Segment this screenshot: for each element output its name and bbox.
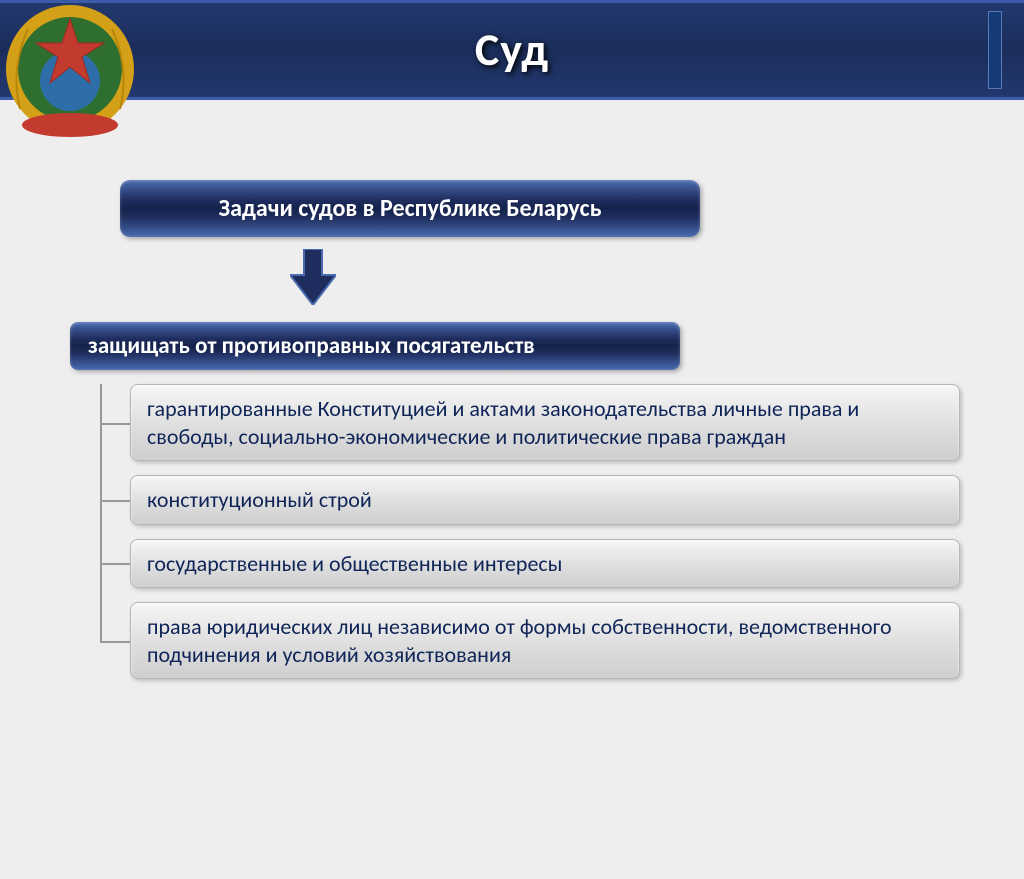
diagram-item-text: гарантированные Конституцией и актами за… [147,395,859,450]
diagram-item-box: государственные и общественные интересы [130,539,960,589]
top-box-text: Задачи судов в Республике Беларусь [219,194,602,223]
diagram-sub-box: защищать от противоправных посягательств [70,322,680,370]
diagram-item: конституционный строй [102,475,964,525]
belarus-emblem-icon [0,0,140,139]
diagram-top-box: Задачи судов в Республике Беларусь [120,180,700,237]
header-accent-bar [988,11,1002,89]
slide-header: Суд [0,0,1024,100]
arrow-down-icon [290,249,964,310]
diagram-item: гарантированные Конституцией и актами за… [102,384,964,461]
diagram-item-text: права юридических лиц независимо от форм… [147,613,892,668]
slide-title: Суд [475,22,549,78]
diagram-item-box: права юридических лиц независимо от форм… [130,602,960,679]
diagram-item-box: конституционный строй [130,475,960,525]
diagram-items-list: гарантированные Конституцией и актами за… [100,384,964,679]
diagram-item: государственные и общественные интересы [102,539,964,589]
sub-box-text: защищать от противоправных посягательств [88,332,535,360]
diagram-item-text: государственные и общественные интересы [147,550,562,577]
diagram-item: права юридических лиц независимо от форм… [102,602,964,679]
diagram-item-text: конституционный строй [147,486,372,513]
diagram-item-box: гарантированные Конституцией и актами за… [130,384,960,461]
diagram-content: Задачи судов в Республике Беларусь защищ… [0,100,1024,679]
